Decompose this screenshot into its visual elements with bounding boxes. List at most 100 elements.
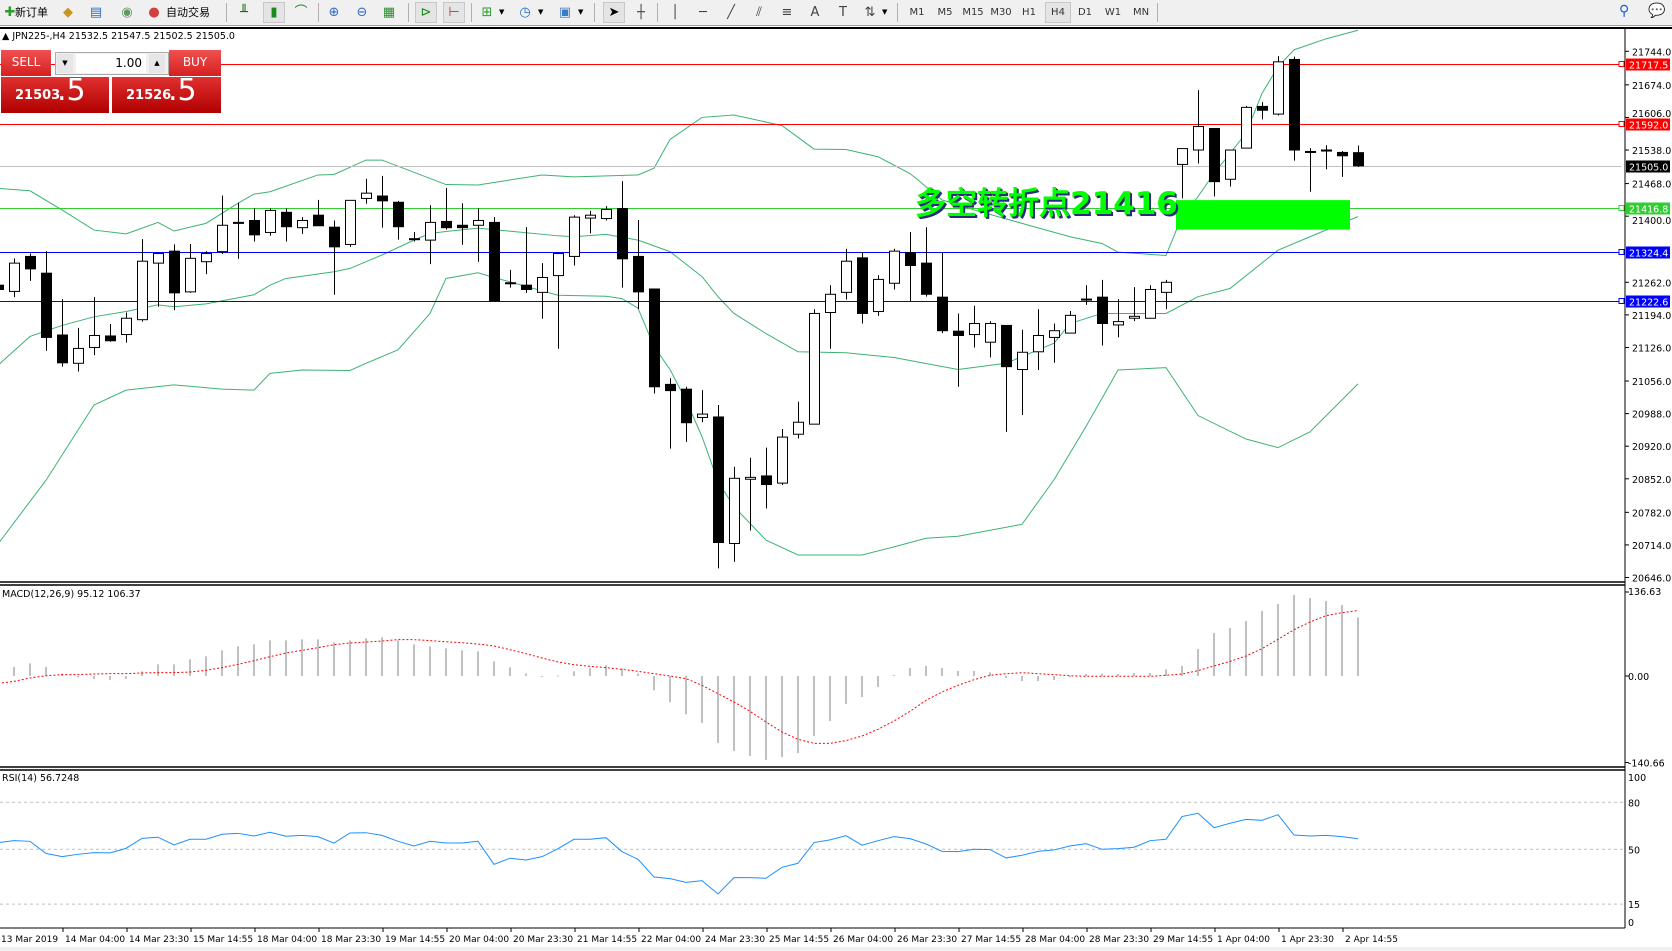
arrows-icon[interactable]: ⇅	[864, 5, 876, 20]
timeframe-m1[interactable]: M1	[909, 7, 925, 18]
macd-histogram-bar	[397, 640, 399, 676]
vertical-line-icon[interactable]: │	[671, 5, 679, 20]
trendline-icon[interactable]: ╱	[727, 5, 735, 20]
candle-body	[1305, 150, 1316, 153]
candle-body	[905, 252, 916, 267]
candle-body	[25, 255, 36, 270]
bar-chart-icon[interactable]: ╨	[240, 5, 248, 20]
macd-histogram-bar	[1229, 628, 1231, 676]
price-tick-label: 21744.0	[1632, 47, 1671, 58]
buy-price-fraction: .5	[168, 73, 197, 108]
lot-increase-icon[interactable]: ▲	[149, 54, 165, 73]
macd-histogram-bar	[45, 667, 47, 676]
chevron-down-icon[interactable]: ▼	[578, 8, 584, 16]
macd-histogram-bar	[541, 676, 543, 677]
chevron-down-icon[interactable]: ▼	[499, 8, 505, 16]
timeframe-mn[interactable]: MN	[1132, 7, 1150, 18]
equidistant-channel-icon[interactable]: ⫽	[756, 5, 762, 20]
macd-histogram-bar	[973, 671, 975, 676]
fibonacci-icon[interactable]: ≡	[781, 5, 793, 20]
timeframe-h4[interactable]: H4	[1045, 2, 1071, 23]
time-label: 28 Mar 04:00	[1025, 935, 1085, 945]
macd-histogram-bar	[189, 659, 191, 676]
search-icon[interactable]: ⚲	[1619, 3, 1630, 19]
macd-histogram-bar	[845, 676, 847, 704]
candle-body	[1145, 288, 1156, 319]
buy-price-button[interactable]: 21526 .5	[112, 73, 221, 113]
rsi-tick-label: 80	[1628, 798, 1640, 809]
candle-body	[505, 282, 516, 285]
macd-tick-label: 136.63	[1628, 587, 1661, 598]
auto-trading-icon[interactable]: ●	[148, 5, 160, 20]
timeframe-d1[interactable]: D1	[1077, 7, 1093, 18]
candle-body	[297, 219, 308, 229]
timeframe-m5[interactable]: M5	[937, 7, 953, 18]
candle-body	[857, 257, 868, 314]
level-marker	[1618, 205, 1625, 211]
autoscroll-icon[interactable]: ⊳	[415, 2, 437, 23]
candle-body	[185, 257, 196, 293]
timeframe-w1[interactable]: W1	[1104, 7, 1122, 18]
time-label: 28 Mar 23:30	[1089, 935, 1149, 945]
macd-histogram-bar	[717, 676, 719, 743]
timeframe-m15[interactable]: M15	[962, 7, 984, 18]
level-label: 21505.0	[1629, 163, 1668, 174]
new-order-button[interactable]: 新订单	[15, 6, 48, 19]
data-window-icon[interactable]: ▤	[89, 5, 103, 20]
market-watch-icon[interactable]: ◆	[63, 5, 73, 20]
candle-body	[1353, 152, 1364, 167]
macd-histogram-bar	[461, 650, 463, 676]
macd-histogram-bar	[1037, 676, 1039, 681]
macd-histogram-bar	[877, 676, 879, 688]
macd-histogram-bar	[125, 676, 127, 680]
periods-icon[interactable]: ◷	[519, 5, 531, 20]
level-label-bg	[1626, 202, 1670, 215]
crosshair-icon[interactable]: ┼	[637, 5, 645, 20]
new-order-icon[interactable]: ✚	[4, 5, 16, 20]
candle-body	[649, 288, 660, 388]
buy-button[interactable]: BUY	[169, 50, 221, 77]
navigator-icon[interactable]: ◉	[121, 5, 133, 20]
sell-price-button[interactable]: 21503 .5	[1, 73, 109, 113]
sell-button[interactable]: SELL	[1, 50, 51, 77]
macd-histogram-bar	[829, 676, 831, 722]
candle-body	[121, 317, 132, 336]
chart-shift-icon[interactable]: ⊢	[443, 2, 465, 23]
price-tick-label: 20988.0	[1632, 410, 1671, 421]
line-chart-icon[interactable]: ⌒	[294, 5, 308, 20]
candle-body	[0, 284, 4, 290]
candle-body	[1017, 351, 1028, 371]
tile-windows-icon[interactable]: ▦	[382, 5, 396, 20]
lot-size-input[interactable]: 1.00	[76, 54, 146, 73]
chevron-down-icon[interactable]: ▼	[882, 8, 888, 16]
candlestick-icon[interactable]: ▮	[263, 2, 285, 23]
lot-size-stepper[interactable]: ▼ 1.00 ▲	[55, 52, 169, 75]
lot-decrease-icon[interactable]: ▼	[57, 54, 73, 73]
macd-histogram-bar	[77, 676, 79, 678]
chat-icon[interactable]: 💬	[1648, 3, 1666, 19]
auto-trading-button[interactable]: 自动交易	[166, 6, 210, 19]
macd-histogram-bar	[989, 672, 991, 676]
timeframe-m30[interactable]: M30	[990, 7, 1012, 18]
zoom-out-icon[interactable]: ⊖	[356, 5, 368, 20]
candle-body	[217, 224, 228, 253]
timeframe-h1[interactable]: H1	[1022, 7, 1036, 18]
macd-label: MACD(12,26,9) 95.12 106.37	[2, 589, 141, 600]
indicators-icon[interactable]: ⊞	[481, 5, 493, 20]
text-icon[interactable]: A	[810, 5, 820, 20]
text-label-icon[interactable]: T	[839, 5, 847, 20]
candle-body	[1001, 324, 1012, 368]
macd-histogram-bar	[413, 644, 415, 676]
triangle-up-icon: ▲	[2, 31, 10, 42]
chevron-down-icon[interactable]: ▼	[538, 8, 544, 16]
zoom-in-icon[interactable]: ⊕	[328, 5, 340, 20]
macd-histogram-bar	[477, 651, 479, 676]
templates-icon[interactable]: ▣	[558, 5, 572, 20]
candle-body	[169, 250, 180, 294]
cursor-icon[interactable]: ➤	[603, 2, 625, 23]
macd-histogram-bar	[621, 668, 623, 676]
horizontal-line-icon[interactable]: ─	[699, 5, 707, 20]
level-label-bg	[1626, 58, 1670, 71]
macd-histogram-bar	[781, 676, 783, 757]
